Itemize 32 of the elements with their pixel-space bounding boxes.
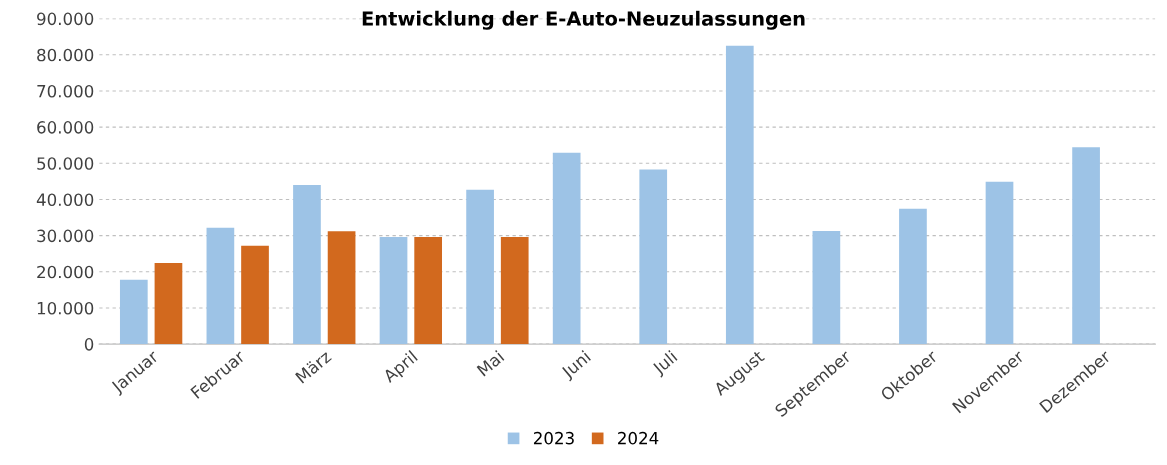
bar (414, 237, 443, 345)
legend-label: 2023 (533, 431, 574, 445)
y-tick-label: 90.000 (37, 12, 94, 26)
bar (241, 245, 269, 345)
bar (1072, 147, 1100, 345)
bar (725, 45, 754, 345)
legend-label: 2024 (618, 431, 659, 445)
y-tick-label: 80.000 (37, 48, 94, 62)
y-tick-label: 10.000 (37, 301, 94, 315)
y-tick-label: 70.000 (37, 84, 94, 98)
bar (466, 189, 494, 345)
x-tick-label: Mai (476, 349, 505, 377)
bar (552, 152, 581, 345)
y-tick-label: 60.000 (37, 121, 94, 134)
y-tick-label: 0 (84, 338, 94, 351)
y-tick-label: 20.000 (37, 265, 94, 279)
bar (119, 279, 148, 345)
y-tick-label: 30.000 (37, 229, 94, 243)
chart-title: Entwicklung der E-Auto-Neuzulassungen (362, 10, 805, 30)
y-tick-label: 40.000 (36, 193, 94, 206)
bar (206, 227, 235, 345)
y-tick-label: 50.000 (37, 157, 94, 170)
bar (379, 237, 408, 345)
bar (985, 181, 1014, 345)
bar (899, 208, 927, 345)
bar (639, 169, 668, 345)
bar (500, 237, 529, 345)
bar (154, 263, 183, 345)
x-tick-label: Juli (650, 349, 680, 378)
bar (812, 230, 841, 345)
bar (327, 231, 356, 345)
bar (293, 184, 321, 345)
